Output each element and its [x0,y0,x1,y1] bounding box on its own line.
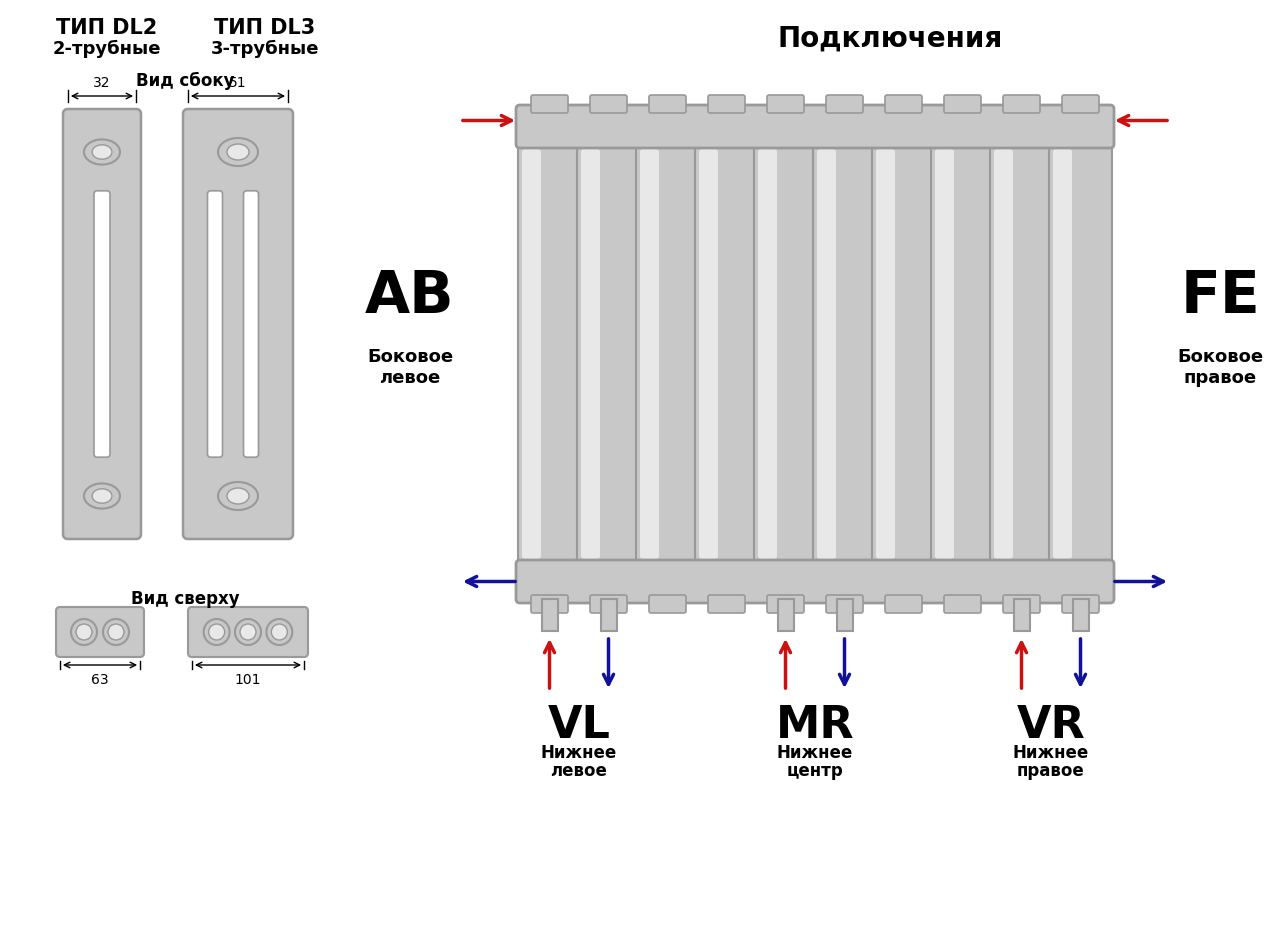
FancyBboxPatch shape [188,607,308,657]
FancyBboxPatch shape [649,95,686,114]
Ellipse shape [84,484,120,509]
Ellipse shape [92,490,111,504]
FancyBboxPatch shape [817,150,836,560]
Circle shape [209,624,225,640]
Circle shape [204,620,229,645]
Bar [541,599,558,631]
FancyBboxPatch shape [884,95,922,114]
FancyBboxPatch shape [931,139,995,569]
FancyBboxPatch shape [708,595,745,613]
Text: Боковое: Боковое [367,348,453,366]
FancyBboxPatch shape [63,110,141,539]
FancyBboxPatch shape [1062,95,1100,114]
Circle shape [76,624,92,640]
FancyBboxPatch shape [1062,595,1100,613]
Text: 51: 51 [229,76,247,90]
FancyBboxPatch shape [708,95,745,114]
Text: VR: VR [1016,703,1085,746]
FancyBboxPatch shape [826,595,863,613]
Text: 101: 101 [234,672,261,686]
FancyBboxPatch shape [183,110,293,539]
Text: MR: MR [776,703,854,746]
Text: левое: левое [379,369,440,387]
FancyBboxPatch shape [767,95,804,114]
FancyBboxPatch shape [590,595,627,613]
Text: Вид сбоку: Вид сбоку [136,72,234,90]
Text: Вид сверху: Вид сверху [131,590,239,607]
Bar [777,599,794,631]
Circle shape [241,624,256,640]
FancyBboxPatch shape [531,595,568,613]
FancyBboxPatch shape [636,139,699,569]
Text: 32: 32 [93,76,111,90]
Circle shape [271,624,288,640]
FancyBboxPatch shape [813,139,876,569]
Bar [837,599,852,631]
Ellipse shape [84,140,120,166]
Text: Нижнее: Нижнее [541,743,617,761]
Circle shape [266,620,292,645]
Ellipse shape [218,139,259,167]
FancyBboxPatch shape [872,139,934,569]
Text: Подключения: Подключения [777,25,1002,53]
FancyBboxPatch shape [1050,139,1112,569]
Text: 2-трубные: 2-трубные [52,40,161,58]
Text: ТИП DL2: ТИП DL2 [56,18,157,38]
Text: Нижнее: Нижнее [1012,743,1089,761]
FancyBboxPatch shape [826,95,863,114]
FancyBboxPatch shape [754,139,817,569]
FancyBboxPatch shape [767,595,804,613]
FancyBboxPatch shape [581,150,600,560]
Text: 63: 63 [91,672,109,686]
FancyBboxPatch shape [876,150,895,560]
FancyBboxPatch shape [93,192,110,458]
Text: 3-трубные: 3-трубные [211,40,319,58]
Ellipse shape [227,489,250,505]
FancyBboxPatch shape [640,150,659,560]
FancyBboxPatch shape [1004,95,1041,114]
Text: VL: VL [548,703,611,746]
FancyBboxPatch shape [516,561,1114,604]
Text: FE: FE [1180,268,1260,325]
Text: Нижнее: Нижнее [777,743,854,761]
FancyBboxPatch shape [577,139,640,569]
FancyBboxPatch shape [699,150,718,560]
FancyBboxPatch shape [56,607,145,657]
Text: центр: центр [787,761,844,779]
Bar [600,599,617,631]
FancyBboxPatch shape [522,150,541,560]
FancyBboxPatch shape [1004,595,1041,613]
FancyBboxPatch shape [943,95,980,114]
Text: AB: AB [365,268,454,325]
Circle shape [236,620,261,645]
Ellipse shape [227,145,250,161]
FancyBboxPatch shape [758,150,777,560]
Circle shape [108,624,124,640]
FancyBboxPatch shape [590,95,627,114]
FancyBboxPatch shape [884,595,922,613]
FancyBboxPatch shape [934,150,954,560]
Bar [1014,599,1029,631]
FancyBboxPatch shape [531,95,568,114]
FancyBboxPatch shape [1053,150,1071,560]
FancyBboxPatch shape [943,595,980,613]
Text: правое: правое [1184,369,1257,387]
FancyBboxPatch shape [649,595,686,613]
Text: ТИП DL3: ТИП DL3 [214,18,316,38]
FancyBboxPatch shape [207,192,223,458]
Text: левое: левое [550,761,608,779]
FancyBboxPatch shape [989,139,1053,569]
FancyBboxPatch shape [243,192,259,458]
FancyBboxPatch shape [695,139,758,569]
Circle shape [102,620,129,645]
Ellipse shape [218,482,259,510]
Ellipse shape [92,146,111,160]
FancyBboxPatch shape [995,150,1012,560]
Bar [1073,599,1088,631]
Text: Боковое: Боковое [1176,348,1263,366]
Text: правое: правое [1018,761,1085,779]
FancyBboxPatch shape [516,106,1114,149]
FancyBboxPatch shape [518,139,581,569]
Circle shape [70,620,97,645]
